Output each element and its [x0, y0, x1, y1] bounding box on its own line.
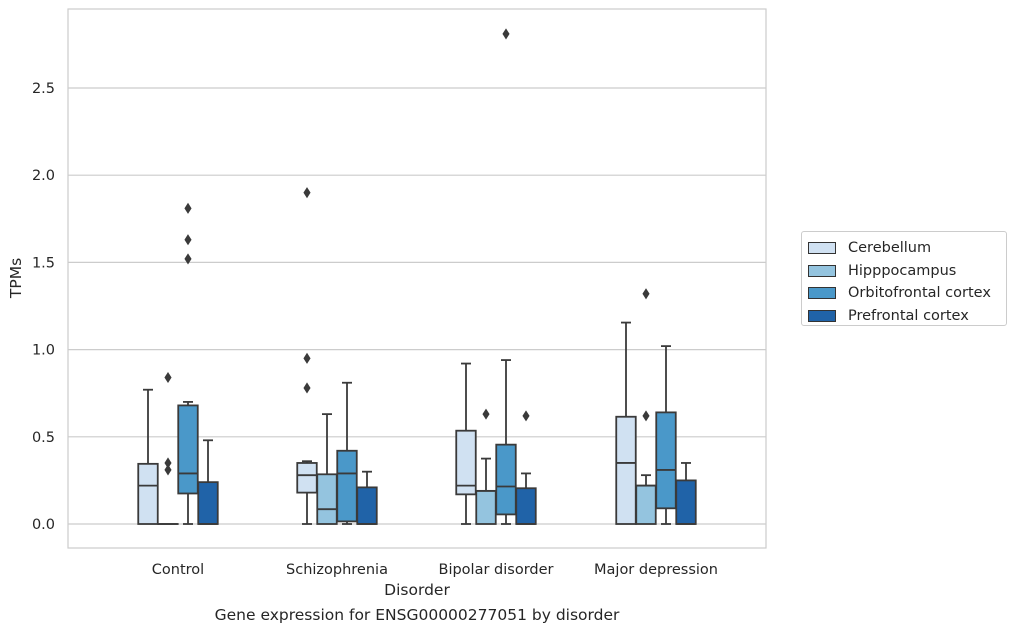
legend-label: Cerebellum: [848, 240, 932, 257]
outlier-point: [184, 253, 192, 265]
box: [515, 487, 537, 525]
x-tick-label: Major depression: [594, 562, 718, 578]
box: [495, 443, 517, 516]
box-group: [356, 470, 378, 525]
outlier-point: [303, 352, 311, 364]
legend-item: Cerebellum: [808, 237, 1006, 260]
legend: Cerebellum Hipppocampus Orbitofrontal cort…: [801, 231, 1007, 326]
box: [675, 479, 697, 525]
y-axis-ticks: 0.0 0.5 1.0 1.5 2.0 2.5: [32, 81, 55, 533]
outlier-point: [164, 371, 172, 384]
outlier-point: [522, 410, 530, 422]
y-tick-label: 2.0: [32, 168, 55, 184]
box-group: [635, 288, 657, 525]
outlier-point: [303, 187, 311, 199]
box-group: [615, 321, 637, 525]
legend-swatch: [808, 264, 836, 277]
box: [197, 481, 219, 525]
outlier-point: [642, 410, 650, 422]
box-group: [137, 388, 159, 525]
outlier-point: [184, 234, 192, 246]
x-tick-label: Schizophrenia: [286, 562, 388, 578]
outlier-point: [184, 202, 192, 214]
legend-swatch: [808, 242, 836, 255]
box-group: [316, 413, 338, 525]
box-group: [455, 362, 477, 525]
box-group: [197, 439, 219, 525]
legend-item: Hipppocampus: [808, 260, 1006, 283]
box-group: [296, 187, 318, 525]
legend-item: Prefrontal cortex: [808, 305, 1006, 328]
y-tick-label: 0.5: [32, 430, 55, 446]
box: [356, 486, 378, 525]
legend-label: Orbitofrontal cortex: [848, 285, 991, 302]
y-tick-label: 2.5: [32, 81, 55, 97]
box: [336, 449, 358, 523]
box-group: [157, 371, 179, 525]
legend-item: Orbitofrontal cortex: [808, 282, 1006, 305]
legend-label: Hipppocampus: [848, 262, 957, 279]
box-series: [137, 28, 697, 525]
x-axis-ticks: Control Schizophrenia Bipolar disorder Majo…: [152, 562, 718, 578]
box: [316, 473, 338, 525]
box-group: [495, 28, 517, 525]
y-axis-label: TPMs: [7, 258, 25, 299]
outlier-point: [164, 464, 172, 476]
box: [655, 411, 677, 510]
box: [615, 415, 637, 525]
box: [475, 489, 497, 525]
x-tick-label: Bipolar disorder: [439, 562, 554, 578]
box-group: [177, 202, 199, 525]
x-tick-label: Control: [152, 562, 204, 578]
box: [455, 429, 477, 496]
y-tick-label: 1.0: [32, 343, 55, 359]
box-group: [475, 408, 497, 525]
box: [137, 462, 159, 525]
box-group: [675, 462, 697, 525]
y-tick-label: 0.0: [32, 517, 55, 533]
outlier-point: [642, 288, 650, 300]
x-axis-label: Disorder: [384, 581, 450, 599]
legend-swatch: [808, 287, 836, 300]
legend-label: Prefrontal cortex: [848, 307, 969, 324]
plot-area-frame: [67, 8, 767, 549]
box: [296, 462, 318, 494]
outlier-point: [502, 28, 510, 40]
box-group: [336, 381, 358, 525]
y-tick-label: 1.5: [32, 255, 55, 271]
outlier-point: [482, 408, 490, 420]
legend-swatch: [808, 309, 836, 322]
box-group: [655, 345, 677, 525]
box: [177, 404, 199, 495]
figure-caption: Gene expression for ENSG00000277051 by d…: [214, 606, 620, 624]
box-group: [515, 410, 537, 525]
outlier-point: [303, 382, 311, 394]
box: [635, 484, 657, 525]
